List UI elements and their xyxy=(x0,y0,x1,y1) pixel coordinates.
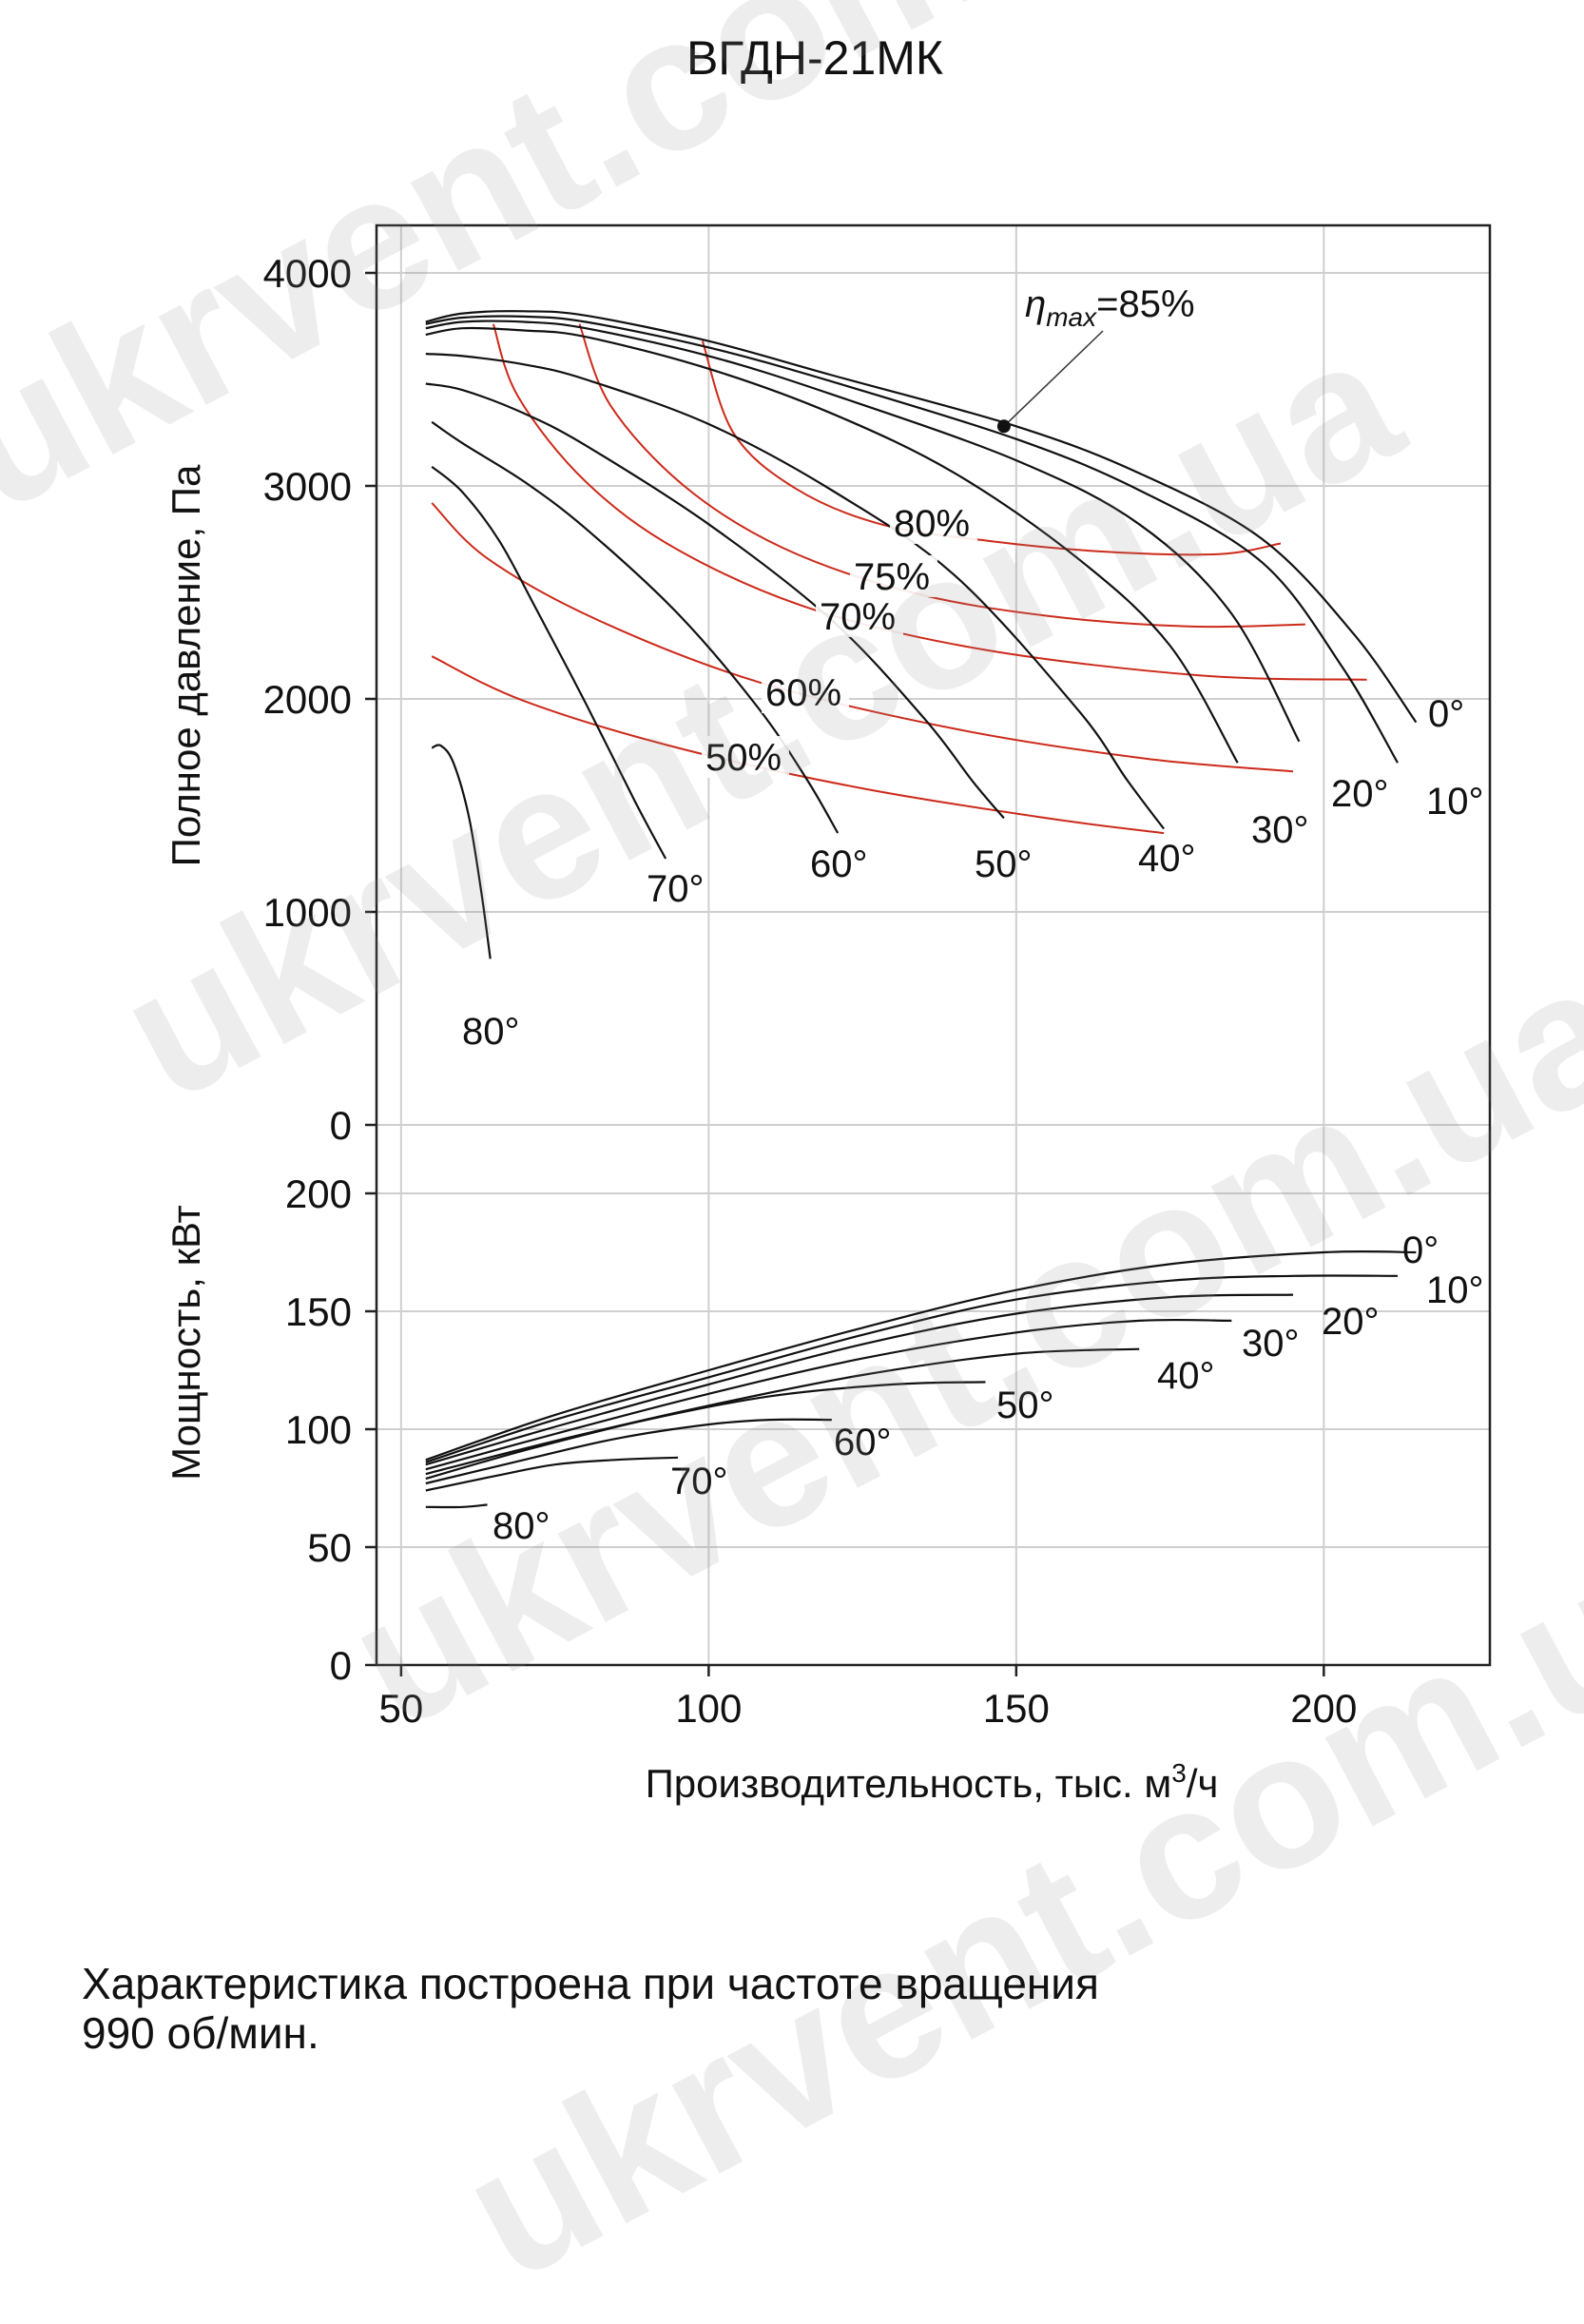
x-tick-label-100: 100 xyxy=(675,1686,742,1731)
flow-axis-label: Производительность, тыс. м3/ч xyxy=(646,1758,1219,1806)
pressure-curve-label-7: 60° xyxy=(810,843,868,885)
flow-axis-label-sup: 3 xyxy=(1171,1758,1187,1788)
efficiency-label-bg-4 xyxy=(762,671,849,713)
power-curve-1 xyxy=(425,1249,1417,1462)
pressure-curve-9 xyxy=(431,744,492,959)
pressure-tick-label-3000: 3000 xyxy=(263,464,352,509)
power-tick-label-50: 50 xyxy=(307,1525,352,1570)
note-line-2: 990 об/мин. xyxy=(82,2008,319,2058)
efficiency-label-4: 60% xyxy=(765,672,841,714)
pressure-curve-label-1: 0° xyxy=(1428,693,1464,735)
power-curve-label-1: 0° xyxy=(1402,1230,1439,1271)
efficiency-label-bg-3 xyxy=(816,595,903,637)
power-curve-6 xyxy=(425,1381,986,1481)
power-curve-label-5: 40° xyxy=(1157,1355,1215,1397)
plot-frame xyxy=(375,223,1492,1667)
pressure-curve-label-9: 80° xyxy=(462,1011,520,1053)
pressure-curve-label-8: 70° xyxy=(647,868,705,910)
pressure-axis-label: Полное давление, Па xyxy=(164,464,208,866)
eta-max-annotation: ηmax=85% xyxy=(1025,283,1195,332)
pressure-curve-label-6: 50° xyxy=(975,843,1033,885)
power-tick-label-100: 100 xyxy=(285,1407,352,1452)
pressure-curve-label-4: 30° xyxy=(1251,809,1309,851)
eta-max-point xyxy=(996,419,1011,434)
eta-symbol: η xyxy=(1025,283,1046,325)
efficiency-label-bg-5 xyxy=(702,736,789,778)
fan-characteristic-figure: 50 100 150 20001000200030004000050100150200… xyxy=(164,31,1492,1806)
efficiency-curve-2 xyxy=(578,323,1305,629)
power-axis-label: Мощность, кВт xyxy=(164,1205,208,1481)
power-curve-8 xyxy=(425,1456,679,1492)
power-curve-label-6: 50° xyxy=(996,1385,1054,1426)
pressure-curve-3 xyxy=(425,320,1301,743)
pressure-tick-label-1000: 1000 xyxy=(263,890,352,935)
power-curve-7 xyxy=(425,1418,832,1485)
power-curve-label-2: 10° xyxy=(1426,1269,1484,1311)
pressure-curve-1 xyxy=(425,310,1418,724)
power-curve-label-7: 60° xyxy=(834,1422,892,1463)
grid-lines xyxy=(377,225,1490,1666)
rotation-speed-note: Характеристика построена при частоте вра… xyxy=(82,1959,1508,2058)
pressure-tick-label-2000: 2000 xyxy=(263,677,352,722)
x-tick-label-150: 150 xyxy=(983,1686,1050,1731)
efficiency-label-3: 70% xyxy=(820,596,896,638)
power-curve-4 xyxy=(425,1318,1232,1471)
eta-subscript: max xyxy=(1046,302,1097,332)
power-curve-label-4: 30° xyxy=(1242,1323,1300,1365)
power-curve-label-3: 20° xyxy=(1322,1301,1380,1343)
power-curve-label-9: 80° xyxy=(493,1505,551,1547)
eta-value: =85% xyxy=(1096,283,1194,325)
pressure-tick-label-4000: 4000 xyxy=(263,251,352,296)
flow-axis-label-tail: /ч xyxy=(1187,1761,1219,1806)
x-tick-label-50: 50 xyxy=(379,1686,424,1731)
x-tick-label-200: 200 xyxy=(1290,1686,1357,1731)
pressure-curve-5 xyxy=(425,353,1165,830)
pressure-curve-label-2: 10° xyxy=(1426,781,1484,823)
pressure-curve-6 xyxy=(425,382,1005,820)
eta-max-leader-line xyxy=(1003,330,1104,427)
efficiency-label-5: 50% xyxy=(705,737,782,779)
power-curve-9 xyxy=(425,1503,488,1509)
pressure-curve-label-3: 20° xyxy=(1331,773,1389,815)
power-tick-label-0: 0 xyxy=(330,1643,352,1688)
power-tick-label-150: 150 xyxy=(285,1289,352,1334)
efficiency-label-bg-1 xyxy=(890,502,977,544)
efficiency-label-1: 80% xyxy=(894,503,970,545)
power-curve-3 xyxy=(425,1293,1294,1466)
pressure-tick-label-0: 0 xyxy=(330,1103,352,1148)
pressure-curve-7 xyxy=(431,420,840,834)
power-curve-2 xyxy=(425,1274,1399,1463)
pressure-curve-4 xyxy=(425,326,1239,764)
efficiency-curve-3 xyxy=(492,323,1367,681)
pressure-curve-8 xyxy=(431,465,667,860)
pressure-curve-label-5: 40° xyxy=(1138,838,1196,880)
power-curve-5 xyxy=(425,1347,1140,1476)
efficiency-curve-1 xyxy=(701,340,1282,556)
efficiency-label-bg-2 xyxy=(850,555,937,597)
efficiency-label-2: 75% xyxy=(854,556,930,598)
power-curve-label-8: 70° xyxy=(670,1461,728,1502)
note-line-1: Характеристика построена при частоте вра… xyxy=(82,1959,1099,2008)
plot-border xyxy=(375,223,1492,1667)
angle-curves xyxy=(425,310,1418,1509)
curve-labels: 80%75%70%60%50%0°10°20°30°40°50°60°70°80… xyxy=(462,330,1484,1547)
chart-title: ВГДН-21МК xyxy=(686,31,943,85)
flow-axis-label-main: Производительность, тыс. м xyxy=(646,1761,1172,1806)
power-tick-label-200: 200 xyxy=(285,1172,352,1216)
pressure-curve-2 xyxy=(425,315,1399,764)
